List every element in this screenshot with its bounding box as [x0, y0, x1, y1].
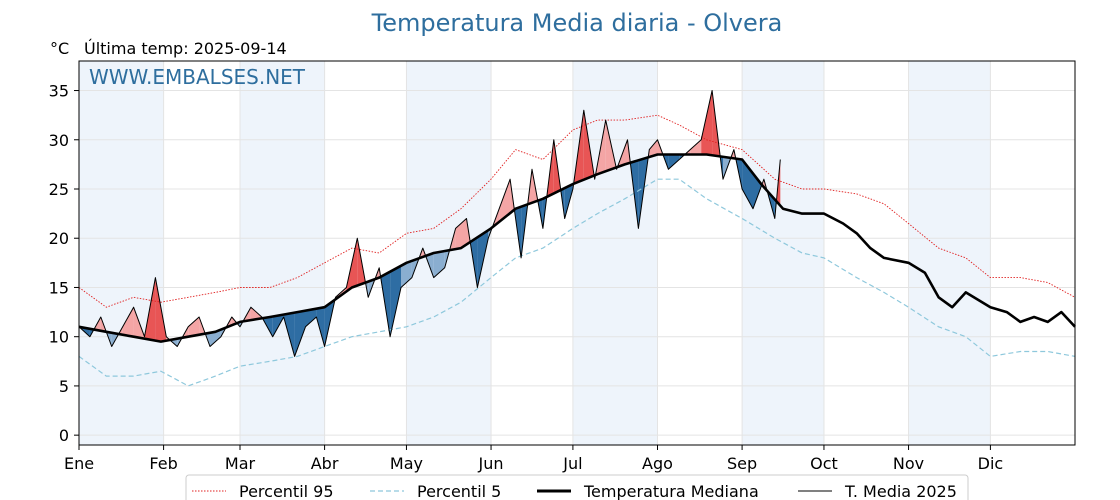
unit-label: °C: [50, 39, 69, 58]
y-tick-label: 20: [49, 229, 69, 248]
x-tick-label: Abr: [311, 454, 339, 473]
above-median-fill: [690, 139, 702, 155]
x-tick-label: Dic: [978, 454, 1004, 473]
x-axis-ticks: Ene Feb Mar Abr May Jun Jul Ago Sep Oct Nov Dic: [64, 445, 1003, 473]
y-tick-label: 35: [49, 82, 69, 101]
month-band: [908, 61, 991, 445]
legend-label-p5: Percentil 5: [417, 482, 501, 500]
legend-box: [185, 474, 969, 500]
grid-lines: [78, 61, 1075, 445]
month-band: [239, 61, 325, 445]
below-median-fill: [305, 308, 317, 327]
series-lines: [78, 90, 1076, 387]
above-median-fill: [701, 90, 713, 156]
above-median-fill: [122, 307, 134, 337]
month-bands: [79, 61, 991, 445]
legend-label-p95: Percentil 95: [239, 482, 334, 500]
below-median-fill: [294, 310, 306, 357]
below-median-fill: [401, 260, 412, 288]
x-tick-label: May: [390, 454, 423, 473]
chart-subtitle: Última temp: 2025-09-14: [84, 39, 287, 58]
x-tick-label: Jun: [478, 454, 504, 473]
below-median-fill: [668, 154, 680, 170]
below-median-fill: [210, 329, 221, 347]
series-line-current: [78, 90, 781, 357]
plot-frame: [78, 60, 1076, 446]
watermark: WWW.EMBALSES.NET: [89, 65, 306, 89]
y-tick-label: 15: [49, 278, 69, 297]
month-band: [572, 61, 658, 445]
series-line-p95: [78, 114, 1076, 308]
y-tick-label: 0: [59, 426, 69, 445]
chart-title: Temperatura Media diaria - Olvera: [371, 9, 783, 37]
y-tick-label: 30: [49, 131, 69, 150]
legend-label-median: Temperatura Mediana: [583, 482, 759, 500]
y-axis-ticks: 0 5 10 15 20 25 30 35: [49, 82, 79, 445]
above-median-fill: [188, 317, 200, 337]
below-median-fill: [433, 251, 445, 278]
month-band: [742, 61, 824, 445]
series-line-median: [78, 153, 1076, 343]
month-band: [79, 61, 164, 445]
x-tick-label: Ene: [64, 454, 94, 473]
below-median-fill: [316, 307, 325, 347]
y-tick-label: 10: [49, 328, 69, 347]
below-median-fill: [390, 265, 401, 337]
x-tick-label: Feb: [149, 454, 177, 473]
x-tick-label: Nov: [893, 454, 924, 473]
x-tick-label: Mar: [225, 454, 256, 473]
y-tick-label: 5: [59, 377, 69, 396]
x-tick-label: Jul: [562, 454, 582, 473]
x-tick-label: Sep: [727, 454, 757, 473]
y-tick-label: 25: [49, 180, 69, 199]
legend: Percentil 95 Percentil 5 Temperatura Med…: [185, 474, 969, 500]
legend-label-current: T. Media 2025: [844, 482, 957, 500]
above-median-fill: [499, 179, 511, 222]
above-median-fill: [250, 307, 262, 321]
above-median-fill: [649, 139, 658, 157]
x-tick-label: Oct: [810, 454, 838, 473]
x-tick-label: Ago: [642, 454, 673, 473]
